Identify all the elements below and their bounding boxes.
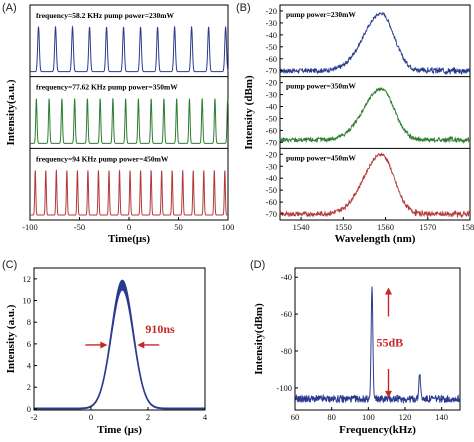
panel-d-y-axis-title: Intensity(dBm) [253,303,265,375]
panel-d: 60 80 100 120 140 -100 -80 -60 -40 55dB Frequenc… [253,267,461,436]
panel-c-y-tick-label: 0 [27,404,31,414]
panel-label-d: (D) [250,259,265,271]
panel-b-x-axis-title: Wavelength (nm) [335,233,416,245]
panel-b-y-tick-label: -50 [266,42,277,52]
panel-c-y-tick-label: 4 [27,361,32,371]
panel-b-y-tick-label: -20 [266,149,277,159]
panel-c-y-tick-label: 10 [23,296,32,306]
panel-b-spectrum-2 [279,87,471,145]
panel-d-frame [294,267,461,411]
panel-b-y-tick-label: -70 [266,66,277,76]
panel-b-y-tick-label: -30 [266,161,277,171]
panel-d-x-tick-label: 100 [362,412,375,422]
panel-a-pulse-train-2 [30,97,229,144]
panel-b-y-tick-label: -60 [266,197,277,207]
panel-a-annotation-2: frequency=77.62 KHz pump power=350mW [36,83,178,92]
panel-c-y-tick-label: 6 [27,339,31,349]
panel-b-x-tick-label: 1560 [377,222,394,232]
panel-b-y-tick-label: -40 [266,102,277,112]
panel-b-annotation-2: pump power=350mW [286,82,356,91]
panel-d-down-arrowhead [385,390,392,398]
panel-d-x-tick-label: 120 [399,412,412,422]
panel-c-x-tick-label: 2 [146,412,150,422]
panel-c-left-arrowhead [100,341,108,349]
panel-b-y-tick-label: -50 [266,185,277,195]
panel-c-y-axis-title: Intensity (a.u.) [5,304,17,373]
panel-b-x-tick-label: 1580 [462,222,474,232]
panel-b-y-tick-label: -60 [266,54,277,64]
panel-b-spectrum-1 [279,11,471,76]
panel-d-up-arrowhead [385,287,392,295]
panel-label-b: (B) [236,2,251,14]
panel-b-y-tick-label: -40 [266,173,277,183]
panel-label-a: (A) [2,2,17,14]
panel-d-x-tick-label: 140 [435,412,448,422]
panel-b-y-tick-label: -70 [266,137,277,147]
panel-b-y-tick-label: -60 [266,125,277,135]
panel-c-y-tick-label: 2 [27,382,31,392]
panel-a-pulse-train-1 [30,25,229,73]
panel-c-right-arrowhead [137,341,145,349]
panel-c-pulse [33,279,206,410]
panel-b-y-tick-label: -30 [266,18,277,28]
panel-c-y-tick-label: 8 [27,317,31,327]
panel-a-frame [29,4,229,221]
panel-a: -100 -50 0 50 100 frequency=58.2 KHz pump po… [5,4,235,245]
panel-b-y-axis-title: Intensity (dBm) [243,75,255,150]
panel-a-x-axis-title: Time(μs) [108,233,150,245]
panel-b-annotation-1: pump power=230mW [286,10,356,19]
panel-c-x-tick-label: 0 [89,412,93,422]
panel-a-x-tick-label: 0 [127,222,131,232]
panel-b: -70-60-50-40-30-20-70-60-50-40-30-20-70-… [243,4,474,245]
panel-d-y-tick-label: -100 [276,383,292,393]
panel-c-x-tick-label: 4 [203,412,208,422]
panel-a-x-tick-label: 50 [174,222,183,232]
panel-b-y-tick-label: -20 [266,78,277,88]
panel-b-annotation-3: pump power=450mW [286,153,356,162]
panel-b-x-tick-label: 1570 [419,222,436,232]
panel-b-y-tick-label: -70 [266,209,277,219]
panel-b-y-tick-label: -50 [266,113,277,123]
panel-a-annotation-1: frequency=58.2 KHz pump power=230mW [36,11,174,20]
panel-b-x-tick-label: 1550 [335,222,352,232]
panel-d-y-tick-label: -80 [281,346,292,356]
panel-d-y-tick-label: -40 [281,272,292,282]
panel-c-y-tick-label: 12 [23,274,32,284]
panel-d-x-axis-title: Frequency(kHz) [339,424,416,436]
panel-c-x-axis-title: Time (μs) [97,424,142,436]
panel-c-fwhm-annotation: 910ns [145,322,175,336]
panel-a-x-tick-label: 100 [222,222,235,232]
panel-d-snr-annotation: 55dB [377,336,404,350]
panel-c-frame [33,267,206,411]
panel-b-x-tick-label: 1540 [293,222,310,232]
panel-label-c: (C) [2,259,17,271]
panel-b-y-tick-label: -30 [266,90,277,100]
panel-d-x-tick-label: 60 [291,412,300,422]
panel-d-rf-spectrum [294,286,461,405]
panel-c-x-tick-label: -2 [30,412,37,422]
panel-d-x-tick-label: 80 [327,412,336,422]
panel-a-y-axis-title: Intensity(a.u.) [5,79,17,145]
panel-a-pulse-train-3 [30,168,228,216]
panel-a-x-tick-label: -50 [74,222,85,232]
panel-d-y-tick-label: -60 [281,309,292,319]
panel-b-spectrum-3 [279,152,471,218]
panel-b-y-tick-label: -40 [266,30,277,40]
panel-b-frame [279,4,471,221]
panel-a-x-tick-label: -100 [22,222,38,232]
panel-b-y-tick-label: -20 [266,6,277,16]
panel-a-annotation-3: frequency=94 KHz pump power=450mW [36,154,169,163]
